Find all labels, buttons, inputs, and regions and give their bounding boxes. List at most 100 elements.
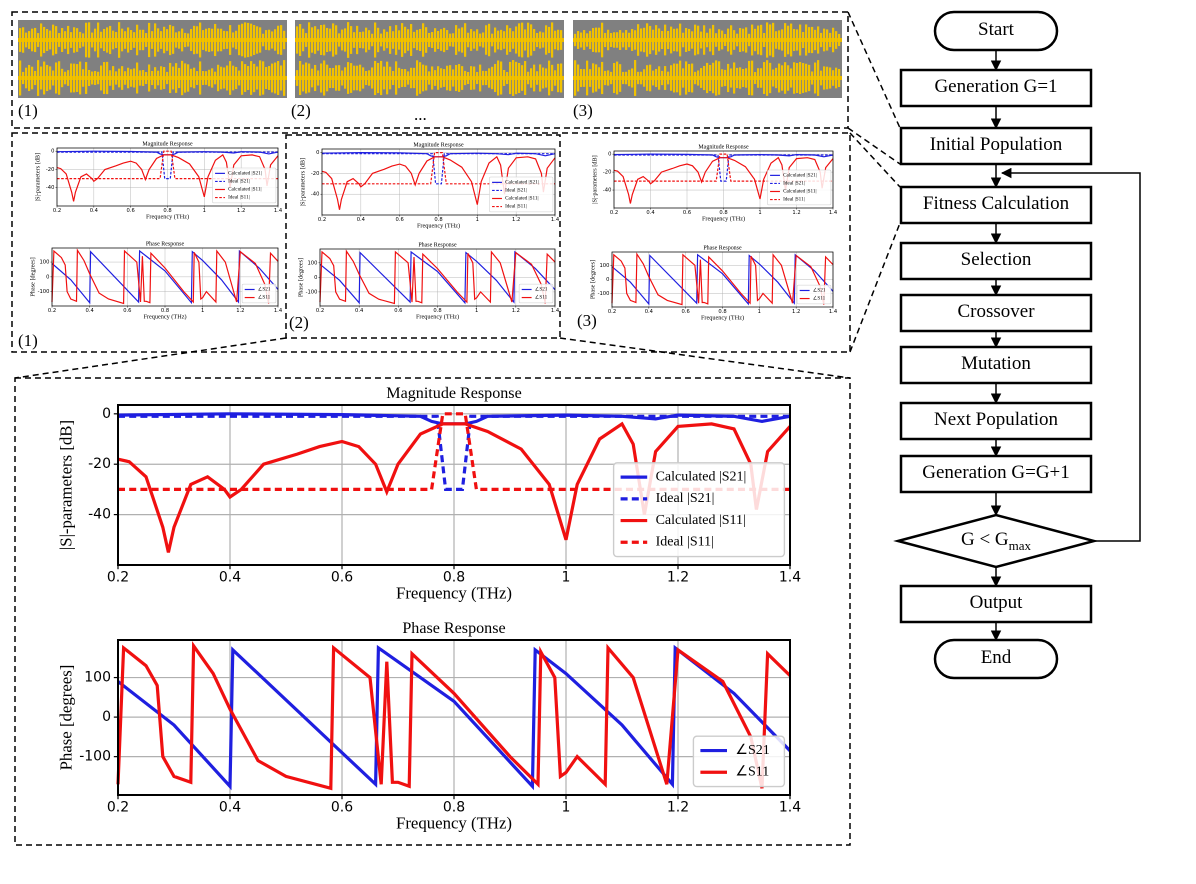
structure-bar <box>652 70 655 86</box>
structure-bar <box>574 33 577 47</box>
structure-bar <box>491 33 494 47</box>
y-tick-label: 100 <box>84 670 111 686</box>
structure-bar <box>766 60 769 96</box>
node-subscript: max <box>1009 538 1032 553</box>
structure-bar <box>679 60 682 96</box>
structure-bar <box>533 29 536 51</box>
structure-bar <box>73 63 76 93</box>
process <box>899 454 1093 494</box>
structure-bar <box>253 25 256 55</box>
structure-bar <box>115 71 118 85</box>
structure-bar <box>256 26 259 54</box>
structure-bar <box>745 68 748 88</box>
structure-bar <box>536 71 539 85</box>
structure-bar <box>586 33 589 47</box>
y-tick-label: 0 <box>314 275 317 281</box>
legend-label: Ideal |S11| <box>783 197 805 203</box>
structure-bar <box>389 66 392 90</box>
structure-bar <box>521 65 524 91</box>
structure-bar <box>655 68 658 88</box>
x-axis-label: Frequency (THz) <box>416 313 459 320</box>
structure-bar <box>745 27 748 53</box>
structure-bar <box>539 31 542 49</box>
chart: 0.2 0.4 0.6 0.8 1 1.2 1.4 100 0 -100 Phase Respons… <box>298 242 560 320</box>
structure-bar <box>805 63 808 93</box>
structure-bar <box>464 70 467 86</box>
structure-bar <box>545 25 548 55</box>
structure-bar <box>40 23 43 57</box>
legend-label: ∠S21 <box>813 288 826 294</box>
x-tick-label: 0.8 <box>161 308 169 314</box>
structure-bar <box>733 30 736 50</box>
structure-bar <box>682 32 685 48</box>
structure-bar <box>359 31 362 49</box>
structure-bar <box>643 27 646 53</box>
structure-bar <box>283 30 286 50</box>
structure-bar <box>536 32 539 48</box>
structure-bar <box>431 32 434 48</box>
structure-bar <box>512 60 515 96</box>
structure-bar <box>332 23 335 57</box>
structure-bar <box>22 27 25 53</box>
structure-bar <box>52 24 55 56</box>
structure-bar <box>338 65 341 91</box>
structure-bar <box>527 22 530 58</box>
structure-bar <box>820 32 823 48</box>
structure-bar <box>374 60 377 96</box>
structure-bar <box>589 30 592 50</box>
structure-bar <box>70 63 73 93</box>
x-axis-label: Frequency (THz) <box>702 215 745 222</box>
structure-bar <box>208 28 211 52</box>
process <box>899 401 1093 441</box>
structure-bar <box>808 27 811 53</box>
chart: 0.2 0.4 0.6 0.8 1 1.2 1.4 0 -20 -40 Magnitude Resp… <box>300 142 560 229</box>
series-line <box>116 641 792 791</box>
structure-bar <box>341 70 344 86</box>
structure-bar <box>829 67 832 89</box>
structure-bar <box>350 26 353 54</box>
structure-bar <box>244 22 247 58</box>
legend-label: Calculated |S21| <box>228 171 262 177</box>
x-tick-label: 1 <box>475 308 478 314</box>
x-tick-label: 0.4 <box>645 309 654 315</box>
structure-bar <box>670 65 673 91</box>
structure-bar <box>805 24 808 56</box>
structure-bar <box>619 64 622 92</box>
series-line <box>613 156 834 204</box>
structure-bar <box>109 70 112 86</box>
structure-bar <box>670 26 673 54</box>
legend-label: Ideal |S11| <box>656 534 714 549</box>
structure-bar <box>299 24 302 56</box>
structure-bar <box>202 30 205 50</box>
structure-bar <box>646 65 649 91</box>
y-axis-label: Phase [degrees] <box>30 257 37 296</box>
y-axis-label: |S|-parameters [dB] <box>35 153 42 201</box>
structure-bar <box>622 32 625 48</box>
structure-bar <box>106 27 109 53</box>
structure-bar <box>353 65 356 91</box>
structure-bar <box>241 23 244 57</box>
structure-bar <box>163 26 166 54</box>
structure-bar <box>482 32 485 48</box>
structure-bar <box>691 63 694 93</box>
x-tick-label: 1 <box>201 308 204 314</box>
structure-bar <box>211 28 214 52</box>
x-tick-label: 0.4 <box>86 308 95 314</box>
structure-bar <box>592 63 595 93</box>
ellipsis: ... <box>414 105 427 124</box>
structure-bar <box>217 28 220 52</box>
structure-bar <box>781 29 784 51</box>
structure-bar <box>560 30 563 50</box>
structure-bar <box>283 60 286 96</box>
structure-bar <box>380 33 383 47</box>
structure-bar <box>613 63 616 93</box>
structure-bar <box>214 23 217 57</box>
legend-label: Calculated |S11| <box>505 196 538 202</box>
structure-bar <box>175 63 178 93</box>
structure-bar <box>169 24 172 56</box>
structure-bar <box>452 69 455 87</box>
structure-bar <box>509 28 512 52</box>
structure-bar <box>518 23 521 57</box>
structure-bar <box>610 71 613 85</box>
structure-bar <box>796 62 799 94</box>
